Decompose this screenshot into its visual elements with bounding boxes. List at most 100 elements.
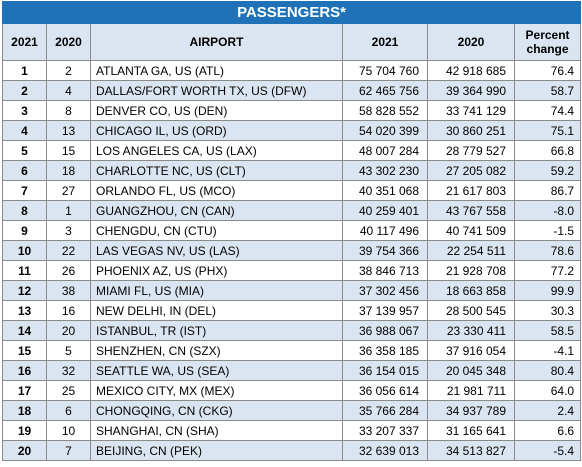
cell-passengers-2021: 36 154 015 bbox=[342, 360, 428, 381]
header-passengers-2020: 2020 bbox=[427, 23, 515, 61]
cell-rank-2020: 2 bbox=[46, 60, 91, 81]
table-row: 18 6 CHONGQING, CN (CKG) 35 766 284 34 937 7… bbox=[2, 400, 582, 421]
cell-airport: SHANGHAI, CN (SHA) bbox=[90, 420, 343, 441]
cell-percent-change: 66.8 bbox=[513, 140, 582, 161]
cell-passengers-2021: 48 007 284 bbox=[342, 140, 428, 161]
cell-percent-change: -4.1 bbox=[513, 340, 582, 361]
cell-passengers-2021: 54 020 399 bbox=[342, 120, 428, 141]
cell-passengers-2021: 75 704 760 bbox=[342, 60, 428, 81]
cell-rank-2020: 6 bbox=[46, 400, 91, 421]
cell-passengers-2021: 37 139 957 bbox=[342, 300, 428, 321]
cell-rank-2021: 5 bbox=[2, 140, 47, 161]
cell-rank-2021: 10 bbox=[2, 240, 47, 261]
cell-rank-2021: 13 bbox=[2, 300, 47, 321]
cell-passengers-2021: 35 766 284 bbox=[342, 400, 428, 421]
cell-airport: PHOENIX AZ, US (PHX) bbox=[90, 260, 343, 281]
header-rank-2021: 2021 bbox=[2, 23, 47, 61]
table-row: 8 1 GUANGZHOU, CN (CAN) 40 259 401 43 767 55… bbox=[2, 200, 582, 221]
cell-passengers-2020: 37 916 054 bbox=[427, 340, 515, 361]
cell-rank-2021: 3 bbox=[2, 100, 47, 121]
cell-passengers-2020: 23 330 411 bbox=[427, 320, 515, 341]
cell-passengers-2021: 39 754 366 bbox=[342, 240, 428, 261]
table-row: 20 7 BEIJING, CN (PEK) 32 639 013 34 513 827… bbox=[2, 440, 582, 461]
cell-passengers-2020: 39 364 990 bbox=[427, 80, 515, 101]
cell-percent-change: 30.3 bbox=[513, 300, 582, 321]
cell-rank-2021: 1 bbox=[2, 60, 47, 81]
cell-rank-2020: 20 bbox=[46, 320, 91, 341]
cell-rank-2020: 3 bbox=[46, 220, 91, 241]
cell-passengers-2020: 21 981 711 bbox=[427, 380, 515, 401]
cell-rank-2021: 15 bbox=[2, 340, 47, 361]
cell-passengers-2021: 62 465 756 bbox=[342, 80, 428, 101]
header-percent-change: Percent change bbox=[513, 23, 582, 61]
cell-percent-change: 99.9 bbox=[513, 280, 582, 301]
cell-percent-change: -8.0 bbox=[513, 200, 582, 221]
cell-airport: ATLANTA GA, US (ATL) bbox=[90, 60, 343, 81]
table-row: 16 32 SEATTLE WA, US (SEA) 36 154 015 20 045… bbox=[2, 360, 582, 381]
table-title: PASSENGERS* bbox=[1, 1, 582, 24]
cell-passengers-2021: 33 207 337 bbox=[342, 420, 428, 441]
cell-airport: LAS VEGAS NV, US (LAS) bbox=[90, 240, 343, 261]
cell-passengers-2021: 43 302 230 bbox=[342, 160, 428, 181]
cell-passengers-2021: 36 358 185 bbox=[342, 340, 428, 361]
cell-rank-2021: 16 bbox=[2, 360, 47, 381]
cell-airport: DENVER CO, US (DEN) bbox=[90, 100, 343, 121]
cell-percent-change: 74.4 bbox=[513, 100, 582, 121]
cell-passengers-2020: 43 767 558 bbox=[427, 200, 515, 221]
cell-rank-2021: 20 bbox=[2, 440, 47, 461]
cell-rank-2021: 14 bbox=[2, 320, 47, 341]
cell-passengers-2021: 58 828 552 bbox=[342, 100, 428, 121]
table-row: 15 5 SHENZHEN, CN (SZX) 36 358 185 37 916 05… bbox=[2, 340, 582, 361]
cell-passengers-2020: 22 254 511 bbox=[427, 240, 515, 261]
table-row: 12 38 MIAMI FL, US (MIA) 37 302 456 18 663 8… bbox=[2, 280, 582, 301]
cell-rank-2020: 27 bbox=[46, 180, 91, 201]
cell-rank-2020: 7 bbox=[46, 440, 91, 461]
table-row: 1 2 ATLANTA GA, US (ATL) 75 704 760 42 918 6… bbox=[2, 60, 582, 81]
cell-passengers-2020: 33 741 129 bbox=[427, 100, 515, 121]
cell-airport: MEXICO CITY, MX (MEX) bbox=[90, 380, 343, 401]
cell-percent-change: 76.4 bbox=[513, 60, 582, 81]
cell-airport: CHICAGO IL, US (ORD) bbox=[90, 120, 343, 141]
table-row: 2 4 DALLAS/FORT WORTH TX, US (DFW) 62 465 7… bbox=[2, 80, 582, 101]
table-row: 5 15 LOS ANGELES CA, US (LAX) 48 007 284 28 … bbox=[2, 140, 582, 161]
table-row: 13 16 NEW DELHI, IN (DEL) 37 139 957 28 500 … bbox=[2, 300, 582, 321]
cell-rank-2020: 25 bbox=[46, 380, 91, 401]
table-title-row: PASSENGERS* bbox=[1, 1, 582, 24]
cell-rank-2020: 16 bbox=[46, 300, 91, 321]
cell-percent-change: -1.5 bbox=[513, 220, 582, 241]
cell-passengers-2021: 36 988 067 bbox=[342, 320, 428, 341]
table-row: 14 20 ISTANBUL, TR (IST) 36 988 067 23 330 4… bbox=[2, 320, 582, 341]
cell-percent-change: 58.5 bbox=[513, 320, 582, 341]
cell-percent-change: 80.4 bbox=[513, 360, 582, 381]
cell-passengers-2021: 40 351 068 bbox=[342, 180, 428, 201]
cell-rank-2021: 4 bbox=[2, 120, 47, 141]
cell-passengers-2021: 32 639 013 bbox=[342, 440, 428, 461]
cell-airport: SEATTLE WA, US (SEA) bbox=[90, 360, 343, 381]
cell-percent-change: 78.6 bbox=[513, 240, 582, 261]
cell-airport: NEW DELHI, IN (DEL) bbox=[90, 300, 343, 321]
cell-rank-2021: 17 bbox=[2, 380, 47, 401]
cell-airport: LOS ANGELES CA, US (LAX) bbox=[90, 140, 343, 161]
cell-airport: GUANGZHOU, CN (CAN) bbox=[90, 200, 343, 221]
cell-rank-2020: 15 bbox=[46, 140, 91, 161]
cell-passengers-2020: 18 663 858 bbox=[427, 280, 515, 301]
table-row: 4 13 CHICAGO IL, US (ORD) 54 020 399 30 860 … bbox=[2, 120, 582, 141]
table-row: 6 18 CHARLOTTE NC, US (CLT) 43 302 230 27 20… bbox=[2, 160, 582, 181]
table-row: 11 26 PHOENIX AZ, US (PHX) 38 846 713 21 928… bbox=[2, 260, 582, 281]
table-row: 7 27 ORLANDO FL, US (MCO) 40 351 068 21 617 … bbox=[2, 180, 582, 201]
cell-passengers-2021: 37 302 456 bbox=[342, 280, 428, 301]
cell-percent-change: 64.0 bbox=[513, 380, 582, 401]
cell-passengers-2020: 27 205 082 bbox=[427, 160, 515, 181]
cell-airport: SHENZHEN, CN (SZX) bbox=[90, 340, 343, 361]
cell-passengers-2020: 40 741 509 bbox=[427, 220, 515, 241]
cell-percent-change: 77.2 bbox=[513, 260, 582, 281]
cell-rank-2020: 26 bbox=[46, 260, 91, 281]
cell-rank-2020: 8 bbox=[46, 100, 91, 121]
table-body: 1 2 ATLANTA GA, US (ATL) 75 704 760 42 918 6… bbox=[2, 60, 582, 461]
cell-rank-2020: 10 bbox=[46, 420, 91, 441]
cell-passengers-2020: 34 937 789 bbox=[427, 400, 515, 421]
cell-rank-2020: 4 bbox=[46, 80, 91, 101]
table-row: 17 25 MEXICO CITY, MX (MEX) 36 056 614 21 98… bbox=[2, 380, 582, 401]
